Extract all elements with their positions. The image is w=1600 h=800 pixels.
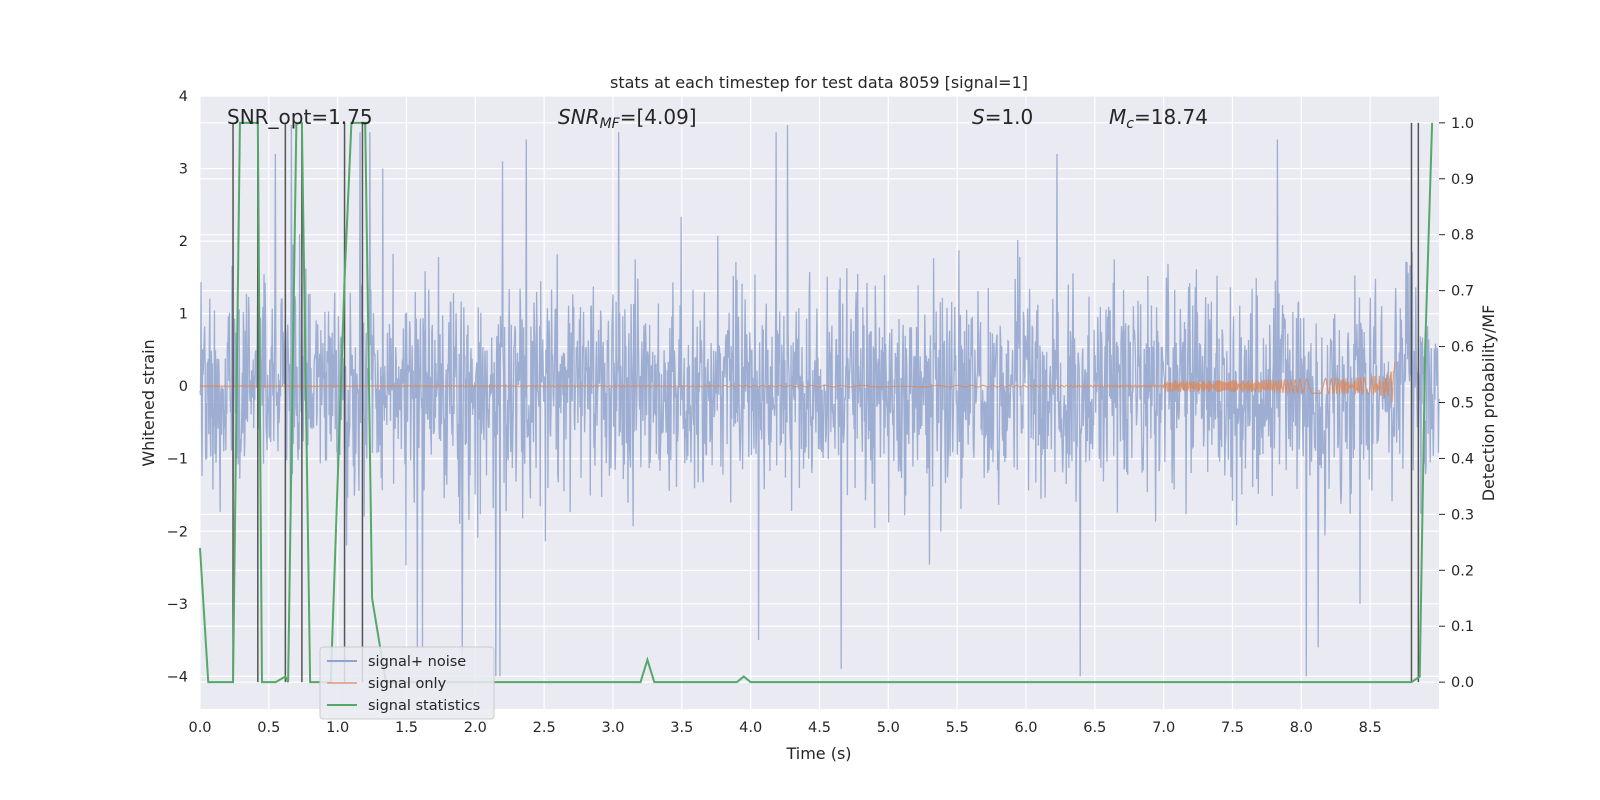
y-tick-label-right: 0.4	[1451, 451, 1474, 467]
y-tick-label-right: 0.2	[1451, 563, 1474, 579]
y-tick-label-right: 0.5	[1451, 396, 1474, 412]
x-tick-label: 1.0	[326, 720, 349, 736]
x-tick-label: 8.0	[1290, 720, 1313, 736]
x-tick-label: 2.0	[464, 720, 487, 736]
x-tick-label: 1.5	[395, 720, 418, 736]
y-tick-label-right: 0.8	[1451, 228, 1474, 244]
x-tick-label: 4.0	[739, 720, 762, 736]
y-tick-label-right: 0.0	[1451, 675, 1474, 691]
legend: signal+ noise signal only signal statist…	[319, 646, 495, 720]
y-tick-label: −1	[167, 452, 188, 468]
annotation-mc: Mc=18.74	[1109, 105, 1208, 132]
y-ticks-right: 1.0 0.9 0.8 0.7 0.6 0.5 0.4 0.3 0.2 0.1 0.0	[1439, 116, 1474, 691]
y-ticks-left: 4 3 2 1 0 −1 −2 −3 −4	[167, 89, 188, 685]
y-tick-label: −2	[167, 524, 188, 540]
y-tick-label: 3	[179, 162, 188, 178]
x-tick-label: 7.5	[1221, 720, 1244, 736]
y-tick-label: 2	[179, 234, 188, 250]
x-tick-label: 6.0	[1014, 720, 1037, 736]
y-tick-label-right: 0.3	[1451, 507, 1474, 523]
x-tick-label: 3.5	[670, 720, 693, 736]
x-tick-label: 6.5	[1083, 720, 1106, 736]
y-tick-label: 4	[179, 89, 188, 105]
chirp-trace	[199, 361, 1396, 403]
y-tick-label-right: 1.0	[1451, 116, 1474, 132]
y-tick-label: 1	[179, 307, 188, 323]
x-axis-label: Time (s)	[785, 744, 851, 763]
annotation-s: S=1.0	[972, 105, 1033, 129]
legend-label-signal-plus-noise: signal+ noise	[368, 654, 466, 670]
x-tick-label: 3.0	[601, 720, 624, 736]
x-tick-label: 0.0	[188, 720, 211, 736]
detection-vlines	[232, 122, 1420, 683]
y-axis-label-left: Whitened strain	[139, 339, 158, 466]
x-tick-label: 0.5	[257, 720, 280, 736]
y-tick-label: 0	[179, 379, 188, 395]
annotation-snr-opt: SNR_opt=1.75	[227, 105, 373, 129]
x-tick-label: 8.5	[1359, 720, 1382, 736]
y-tick-label-right: 0.6	[1451, 340, 1474, 356]
y-tick-label: −4	[167, 669, 188, 685]
series-signal-statistics	[199, 121, 1434, 684]
x-ticks: 0.0 0.5 1.0 1.5 2.0 2.5 3.0 3.5 4.0 4.5 5.0 5.5 6.0 6…	[188, 720, 1381, 736]
x-tick-label: 2.5	[533, 720, 556, 736]
x-tick-label: 4.5	[808, 720, 831, 736]
annotation-snr-mf: SNRMF=[4.09]	[558, 105, 697, 132]
x-tick-label: 7.0	[1152, 720, 1175, 736]
noise-trace	[199, 125, 1440, 677]
x-tick-label: 5.5	[946, 720, 969, 736]
y-tick-label-right: 0.1	[1451, 619, 1474, 635]
legend-box	[319, 646, 495, 720]
legend-label-signal-only: signal only	[368, 676, 447, 692]
y-axis-label-right: Detection probability/MF	[1479, 305, 1498, 502]
legend-label-signal-statistics: signal statistics	[368, 698, 480, 714]
chart-title: stats at each timestep for test data 805…	[610, 73, 1028, 92]
y-tick-label-right: 0.7	[1451, 284, 1474, 300]
y-tick-label: −3	[167, 597, 188, 613]
series-signal-plus-noise	[199, 125, 1440, 677]
y-tick-label-right: 0.9	[1451, 172, 1474, 188]
x-tick-label: 5.0	[877, 720, 900, 736]
stats-line	[199, 121, 1434, 684]
series-signal-only	[199, 361, 1396, 403]
